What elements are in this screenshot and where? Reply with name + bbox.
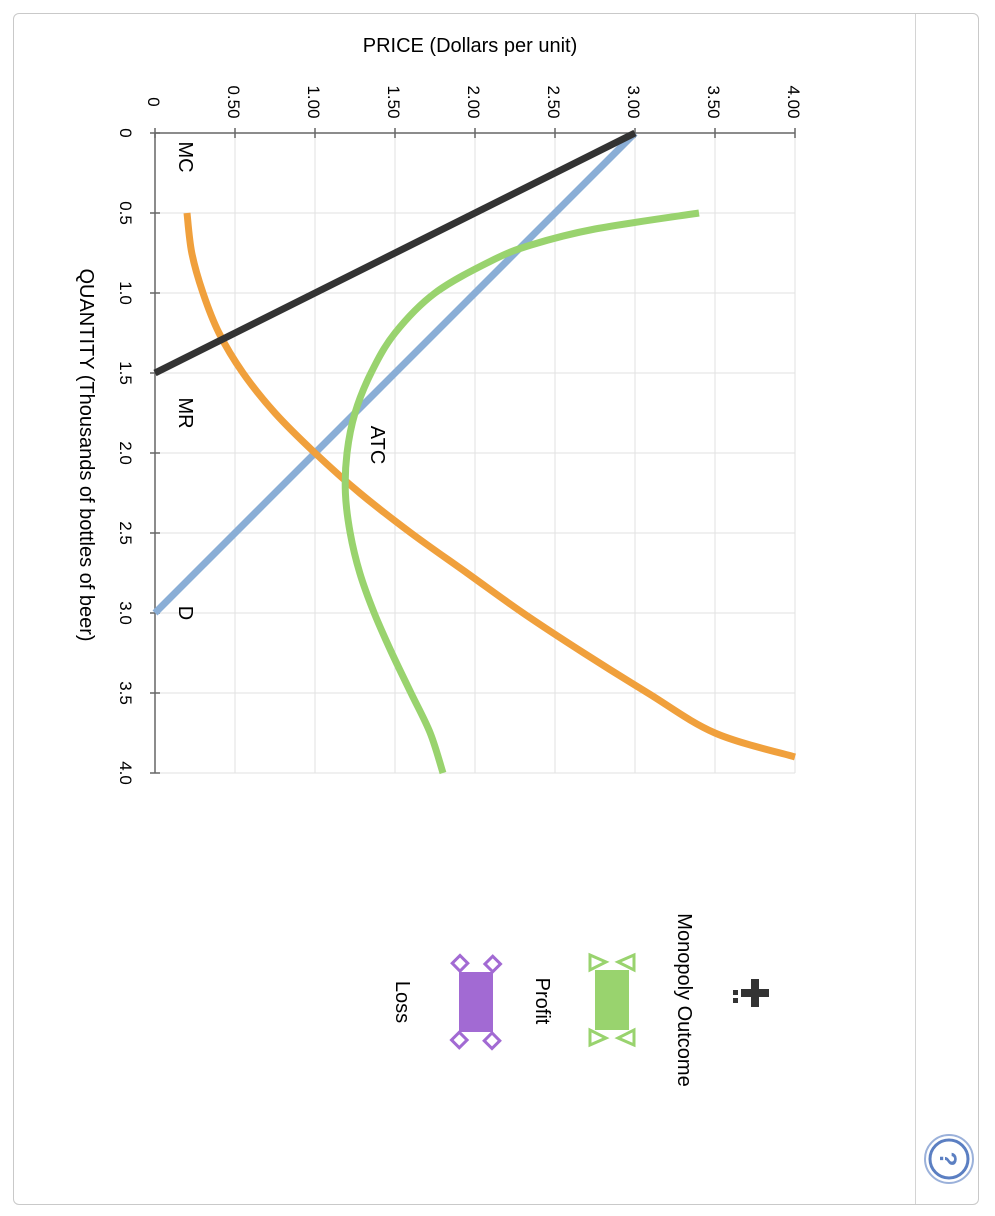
tick-labels: 0 0.50 1.00 1.50 2.00 2.50 3.00 3.50 4.00 0 0.5 1.0… xyxy=(116,85,803,784)
x-axis-title: QUANTITY (Thousands of bottles of beer) xyxy=(75,268,97,641)
loss-tool[interactable] xyxy=(449,953,503,1051)
palette-title: Monopoly Outcome xyxy=(673,913,695,1086)
price-tick-label: 0 xyxy=(144,97,163,106)
y-axis-title: PRICE (Dollars per unit) xyxy=(363,35,578,57)
curve-label-atc: ATC xyxy=(366,426,388,465)
price-tick-label: 2.00 xyxy=(464,85,483,118)
curves xyxy=(152,129,797,775)
panel-divider xyxy=(915,14,916,1204)
quantity-tick-label: 0 xyxy=(116,128,135,137)
curve-mc[interactable] xyxy=(183,212,797,761)
quantity-tick-label: 2.5 xyxy=(116,521,135,545)
price-tick-label: 0.50 xyxy=(224,85,243,118)
price-tick-label: 3.50 xyxy=(704,85,723,118)
quantity-tick-label: 2.0 xyxy=(116,441,135,465)
curve-labels: MC MR ATC D xyxy=(174,141,388,620)
crosshair-move-icon[interactable] xyxy=(733,979,769,1007)
price-tick-label: 1.50 xyxy=(384,85,403,118)
quantity-tick-label: 4.0 xyxy=(116,761,135,785)
graph-panel xyxy=(13,13,979,1205)
quantity-tick-label: 3.5 xyxy=(116,681,135,705)
quantity-tick-label: 0.5 xyxy=(116,201,135,225)
profit-label: Profit xyxy=(531,978,553,1025)
curve-label-d: D xyxy=(174,606,196,620)
help-glyph: ? xyxy=(934,1152,961,1167)
curve-label-mr: MR xyxy=(174,397,196,428)
curve-d[interactable] xyxy=(152,130,638,616)
loss-label: Loss xyxy=(391,981,413,1023)
curve-label-mc: MC xyxy=(174,141,196,172)
quantity-tick-label: 3.0 xyxy=(116,601,135,625)
quantity-tick-label: 1.5 xyxy=(116,361,135,385)
price-tick-label: 2.50 xyxy=(544,85,563,118)
profit-tool[interactable] xyxy=(588,952,636,1048)
curve-atc[interactable] xyxy=(341,209,700,775)
grid-lines xyxy=(155,133,796,774)
palette: Monopoly Outcome Profit Loss xyxy=(391,913,769,1087)
help-question-icon[interactable]: ? xyxy=(924,1134,974,1184)
price-tick-label: 4.00 xyxy=(784,85,803,118)
axes xyxy=(150,128,796,774)
quantity-tick-label: 1.0 xyxy=(116,281,135,305)
price-tick-label: 1.00 xyxy=(304,85,323,118)
price-tick-label: 3.00 xyxy=(624,85,643,118)
curve-mr[interactable] xyxy=(153,129,637,377)
